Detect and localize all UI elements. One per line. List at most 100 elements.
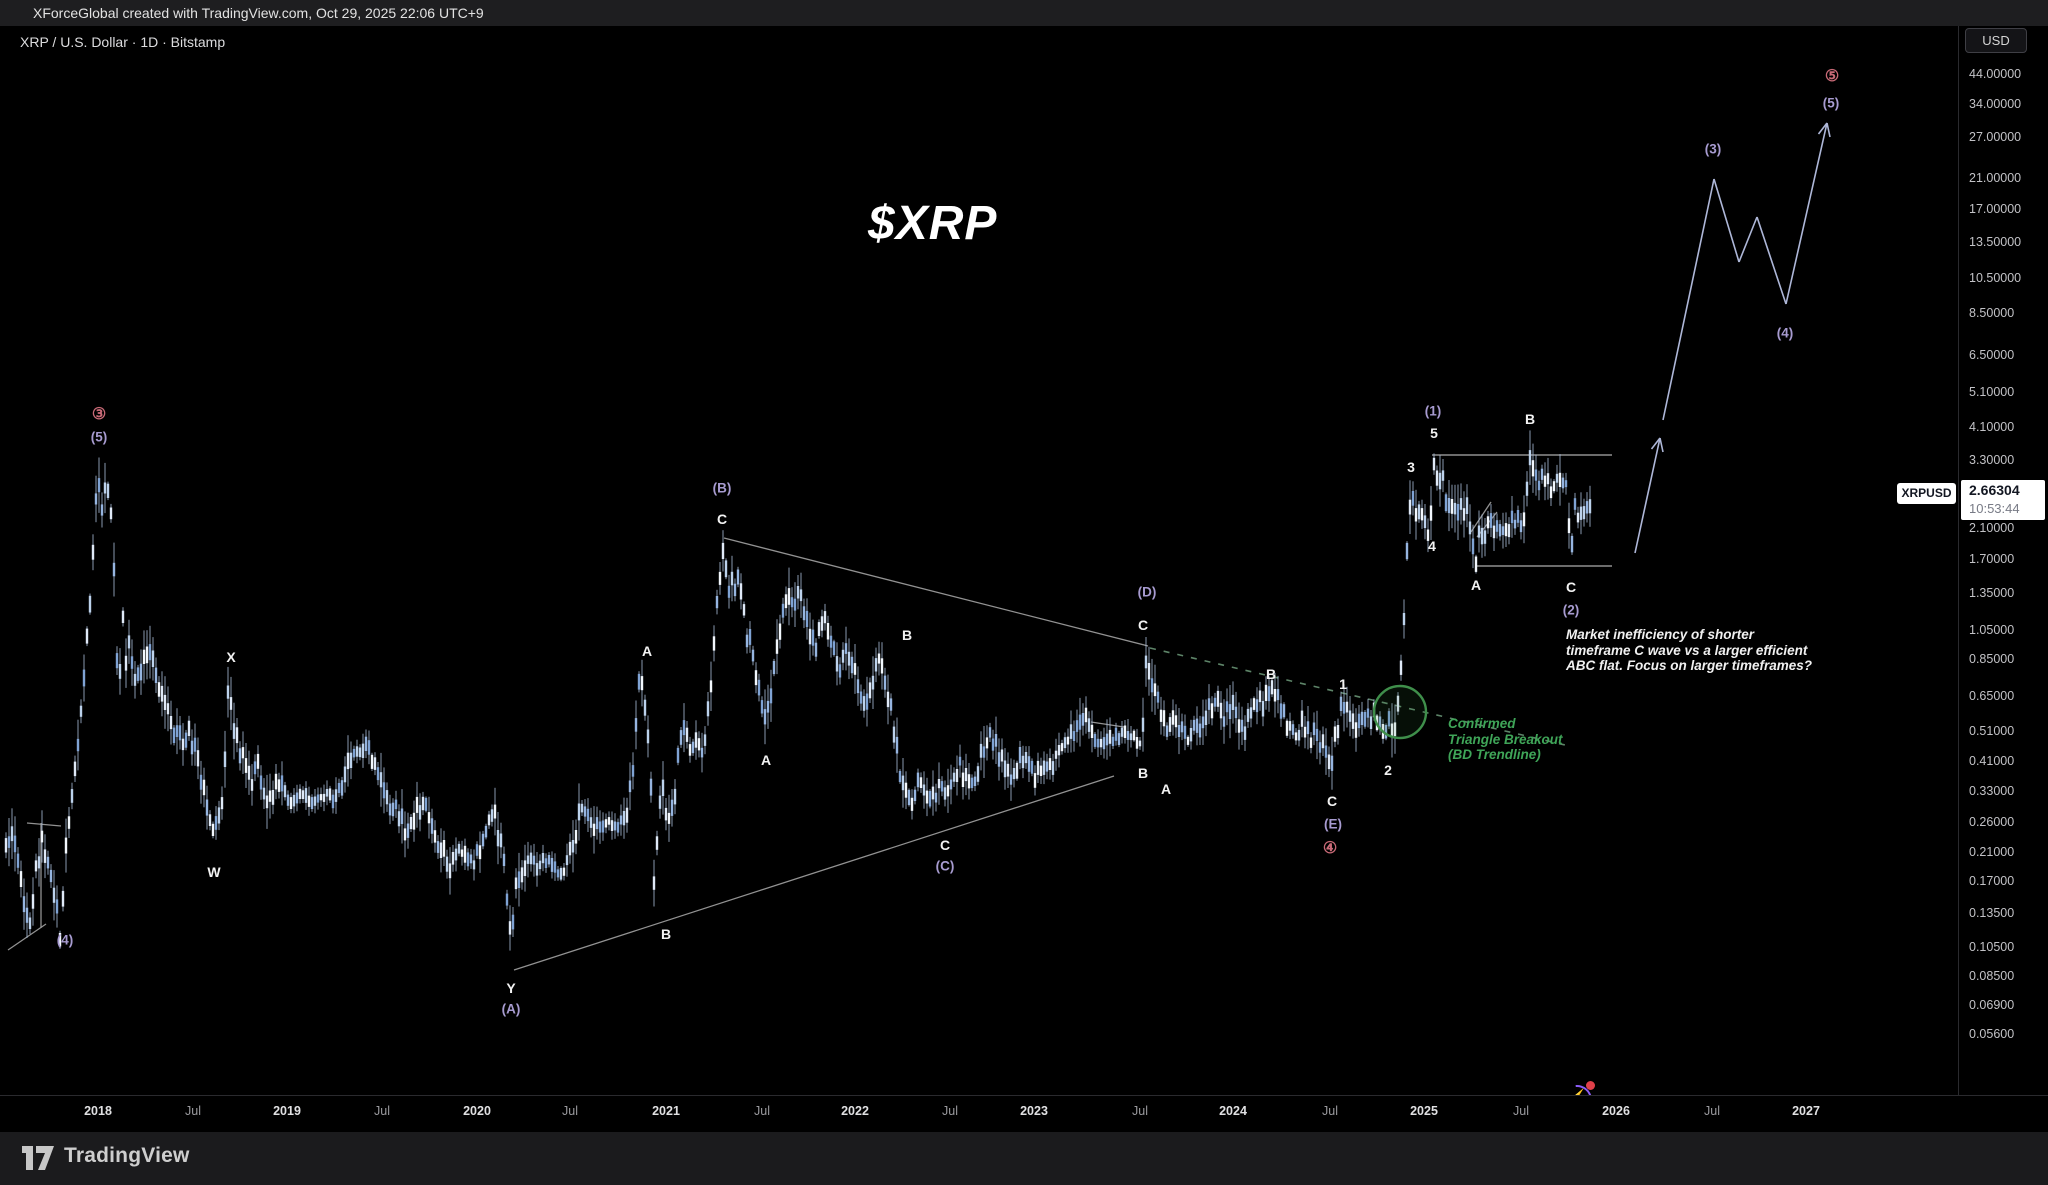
wave-label-C[interactable]: C — [1137, 617, 1149, 633]
time-tick-Jul: Jul — [1704, 1104, 1720, 1118]
bar-countdown: 10:53:44 — [1969, 501, 2020, 516]
wave-label-2[interactable]: 2 — [1384, 762, 1392, 778]
trendline[interactable] — [513, 775, 1115, 971]
wave-label-④[interactable]: ④ — [1322, 840, 1338, 857]
notification-dot — [1586, 1081, 1595, 1090]
wave-label-B[interactable]: B — [1137, 765, 1149, 781]
wave-label-Y[interactable]: Y — [506, 980, 516, 996]
price-tick: 10.50000 — [1969, 271, 2022, 285]
wave-label-3[interactable]: 3 — [1407, 459, 1415, 475]
price-tick: 21.00000 — [1969, 171, 2022, 185]
currency-toggle-button[interactable]: USD — [1965, 28, 2027, 53]
price-tick: 1.05000 — [1969, 623, 2015, 637]
price-tick: 0.65000 — [1969, 689, 2015, 703]
wave-label-1[interactable]: 1 — [1339, 676, 1347, 692]
tradingview-logo-icon[interactable] — [22, 1146, 54, 1170]
wave-label-C[interactable]: C — [939, 837, 951, 853]
price-tick: 0.21000 — [1969, 845, 2015, 859]
time-tick-2020: 2020 — [463, 1104, 491, 1118]
time-tick-2027: 2027 — [1792, 1104, 1820, 1118]
time-tick-Jul: Jul — [1322, 1104, 1338, 1118]
price-axis[interactable]: USD 44.00000 34.00000 27.00000 21.00000 17.0… — [1958, 26, 2048, 1131]
wave-label-B[interactable]: B — [660, 926, 672, 942]
wave-label-C[interactable]: C — [716, 511, 728, 527]
projection-line[interactable] — [1634, 437, 1661, 554]
trendline[interactable] — [26, 822, 62, 827]
projection-line[interactable] — [1659, 437, 1664, 453]
tradingview-brand[interactable]: TradingView — [64, 1144, 190, 1167]
wave-label-C[interactable]: C — [1565, 579, 1577, 595]
price-tick: 0.51000 — [1969, 724, 2015, 738]
time-tick-Jul: Jul — [942, 1104, 958, 1118]
projection-line[interactable] — [1817, 122, 1828, 135]
wave-label-3[interactable]: (3) — [1704, 141, 1722, 157]
wave-label-B[interactable]: (B) — [712, 480, 732, 496]
wave-label-5[interactable]: (5) — [1822, 95, 1840, 111]
price-tick: 0.85000 — [1969, 652, 2015, 666]
price-tick: 0.08500 — [1969, 969, 2015, 983]
wave-label-⑤[interactable]: ⑤ — [1824, 68, 1840, 85]
trendline[interactable] — [1470, 501, 1492, 533]
time-tick-Jul: Jul — [185, 1104, 201, 1118]
projection-line[interactable] — [1785, 122, 1828, 305]
watermark: $XRP — [868, 197, 998, 250]
price-tick: 0.10500 — [1969, 940, 2015, 954]
wave-label-4[interactable]: (4) — [56, 932, 74, 948]
symbol-title[interactable]: XRP / U.S. Dollar · 1D · Bitstamp — [20, 34, 226, 50]
price-tick: 8.50000 — [1969, 306, 2015, 320]
trendline[interactable] — [723, 537, 1149, 647]
sparkle-bot-icon[interactable]: ⚡ ✦ — [1555, 1078, 1599, 1095]
price-tick: 44.00000 — [1969, 67, 2022, 81]
footer-bar: TradingView — [0, 1132, 2048, 1185]
symbol-price-chip: XRPUSD — [1897, 483, 1956, 504]
breakout-circle[interactable] — [1372, 684, 1428, 740]
price-tick: 13.50000 — [1969, 235, 2022, 249]
wave-label-1[interactable]: (1) — [1424, 403, 1442, 419]
price-tick: 0.17000 — [1969, 874, 2015, 888]
wave-label-5[interactable]: (5) — [90, 429, 108, 445]
time-tick-2025: 2025 — [1410, 1104, 1438, 1118]
wave-label-D[interactable]: (D) — [1137, 584, 1157, 600]
price-chart-canvas[interactable] — [0, 26, 1958, 1095]
wave-label-A[interactable]: A — [1160, 781, 1172, 797]
projection-line[interactable] — [1713, 178, 1740, 263]
price-tick: 1.35000 — [1969, 586, 2015, 600]
projection-line[interactable] — [1650, 437, 1661, 450]
wave-label-5[interactable]: 5 — [1430, 425, 1438, 441]
price-tick: 17.00000 — [1969, 202, 2022, 216]
wave-label-③[interactable]: ③ — [91, 406, 107, 423]
breakout-note[interactable]: Confirmed Triangle Breakout (BD Trendlin… — [1448, 716, 1563, 762]
bd-trendline-dashed[interactable] — [1149, 647, 1566, 746]
credit-text: XForceGlobal created with TradingView.co… — [33, 5, 484, 21]
wave-label-2[interactable]: (2) — [1562, 602, 1580, 618]
lightning-icon: ⚡ — [1568, 1088, 1588, 1095]
wave-label-B[interactable]: B — [901, 627, 913, 643]
wave-label-X[interactable]: X — [226, 649, 236, 665]
wave-label-E[interactable]: (E) — [1324, 816, 1342, 832]
chart-pane[interactable]: XRP / U.S. Dollar · 1D · Bitstamp $XRP ③… — [0, 26, 1958, 1095]
wave-label-W[interactable]: W — [207, 864, 221, 880]
projection-line[interactable] — [1738, 216, 1758, 263]
wave-label-C[interactable]: C — [1326, 793, 1338, 809]
projection-line[interactable] — [1826, 122, 1831, 138]
credit-bar: XForceGlobal created with TradingView.co… — [0, 0, 2048, 26]
wave-label-A[interactable]: A — [760, 752, 772, 768]
wave-label-A[interactable]: A — [1470, 577, 1482, 593]
wave-label-A[interactable]: (A) — [501, 1001, 521, 1017]
wave-label-C[interactable]: (C) — [935, 858, 955, 874]
wave-label-4[interactable]: 4 — [1428, 538, 1436, 554]
time-tick-2018: 2018 — [84, 1104, 112, 1118]
wave-label-B[interactable]: B — [1265, 666, 1277, 682]
projection-line[interactable] — [1756, 216, 1787, 305]
time-tick-2026: 2026 — [1602, 1104, 1630, 1118]
last-price-box: 2.66304 10:53:44 — [1961, 480, 2045, 520]
wave-label-A[interactable]: A — [641, 643, 653, 659]
price-tick: 1.70000 — [1969, 552, 2015, 566]
market-note[interactable]: Market inefficiency of shorter timeframe… — [1566, 627, 1813, 673]
projection-line[interactable] — [1662, 178, 1715, 421]
price-tick: 27.00000 — [1969, 130, 2022, 144]
time-axis[interactable]: 2018 Jul 2019 Jul 2020 Jul 2021 Jul 2022 Jul 2023 J… — [0, 1095, 2048, 1133]
time-tick-2019: 2019 — [273, 1104, 301, 1118]
wave-label-B[interactable]: B — [1524, 411, 1536, 427]
wave-label-4[interactable]: (4) — [1776, 325, 1794, 341]
